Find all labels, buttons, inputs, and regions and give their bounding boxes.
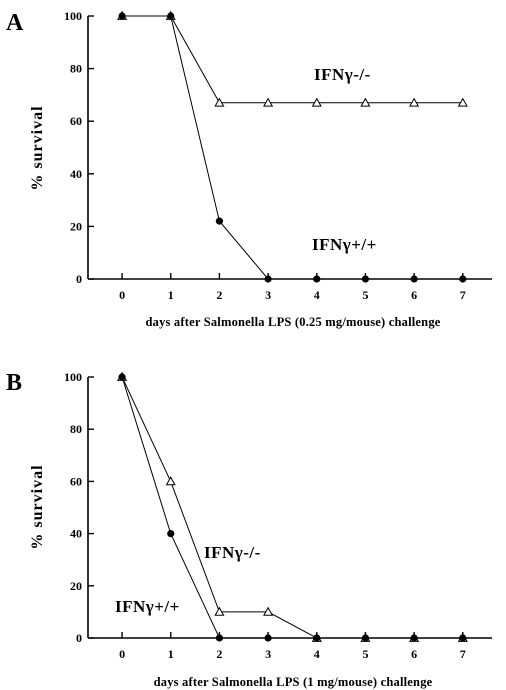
panel-b-point-wt [215,634,224,642]
panel-b-y-tick-label: 40 [70,527,82,541]
panel-a-series-line-ko [122,15,463,104]
panel-b-point-wt [264,634,272,642]
panel-b-x-axis-label: days after Salmonella LPS (1 mg/mouse) c… [154,675,433,689]
panel-a-point-wt [118,12,126,20]
panel-b-point-ko [165,476,176,486]
panel-b-point-wt [410,634,418,642]
panel-b-x-tick-label: 0 [119,647,125,661]
panel-b-y-tick-label: 80 [70,422,82,436]
panel-a-point-ko [457,97,468,107]
panel-a-point-wt [313,275,321,283]
panel-a-series-line-wt [122,15,463,280]
panel-a-point-ko [409,97,420,107]
panel-a-point-wt [264,275,272,283]
panel-a-x-tick-label: 5 [362,288,368,302]
panel-b-y-tick-label: 20 [70,579,82,593]
panel-a-y-tick-label: 20 [70,219,82,233]
panel-a-point-ko [263,97,274,107]
panel-b-y-tick-label: 60 [70,474,82,488]
panel-b-x-tick-label: 7 [460,647,466,661]
panel-a-x-tick-label: 4 [314,288,320,302]
panel-a-x-tick-label: 2 [216,288,222,302]
panel-a-point-wt [410,275,418,283]
panel-a-point-wt [361,275,370,283]
panel-a-series-label-wt: IFNγ+/+ [312,235,377,254]
panel-b-point-wt [167,530,175,538]
panel-a-point-ko [311,97,322,107]
panel-a-x-tick-label: 7 [460,288,466,302]
panel-a-series-label-ko: IFNγ-/- [314,65,371,84]
panel-b-point-wt [118,373,126,381]
panel-b-point-wt [313,634,321,642]
panel-b-y-tick-label: 0 [76,631,82,645]
panel-b-x-tick-label: 5 [362,647,368,661]
panel-b-point-ko [263,606,274,616]
panel-b-x-tick-label: 1 [168,647,174,661]
panel-a-x-tick-label: 0 [119,288,125,302]
panel-a: A % survival days after Salmonella LPS (… [6,9,492,329]
panel-a-point-ko [360,97,371,107]
panel-a-y-tick-label: 60 [70,114,82,128]
panel-b-series-label-wt: IFNγ+/+ [115,597,180,616]
panel-b-point-wt [459,634,467,642]
panel-a-letter: A [6,10,24,36]
panel-a-x-tick-label: 6 [411,288,417,302]
panel-a-x-tick-label: 3 [265,288,271,302]
panel-b-point-ko [214,606,225,616]
panel-a-point-wt [459,275,467,283]
panel-a-point-ko [214,97,225,107]
panel-a-x-tick-label: 1 [168,288,174,302]
panel-b-x-tick-label: 4 [314,647,320,661]
panel-b-y-tick-label: 100 [64,370,82,384]
panel-b: B % survival days after Salmonella LPS (… [6,370,492,689]
panel-b-point-wt [361,634,370,642]
panel-a-x-axis-label: days after Salmonella LPS (0.25 mg/mouse… [145,315,440,329]
panel-a-point-wt [215,217,224,225]
panel-b-x-tick-label: 3 [265,647,271,661]
panel-a-point-wt [167,12,175,20]
panel-b-series-label-ko: IFNγ-/- [204,543,261,562]
panel-b-y-axis-label: % survival [29,464,46,549]
panel-a-y-tick-label: 0 [76,272,82,286]
panel-a-y-tick-label: 40 [70,167,82,181]
panel-b-x-tick-label: 6 [411,647,417,661]
panel-a-y-tick-label: 80 [70,62,82,76]
panel-b-series-line-wt [121,376,463,639]
panel-a-y-tick-label: 100 [64,9,82,23]
panel-a-y-axis-label: % survival [29,105,46,190]
panel-b-x-tick-label: 2 [216,647,222,661]
panel-b-letter: B [6,370,22,396]
